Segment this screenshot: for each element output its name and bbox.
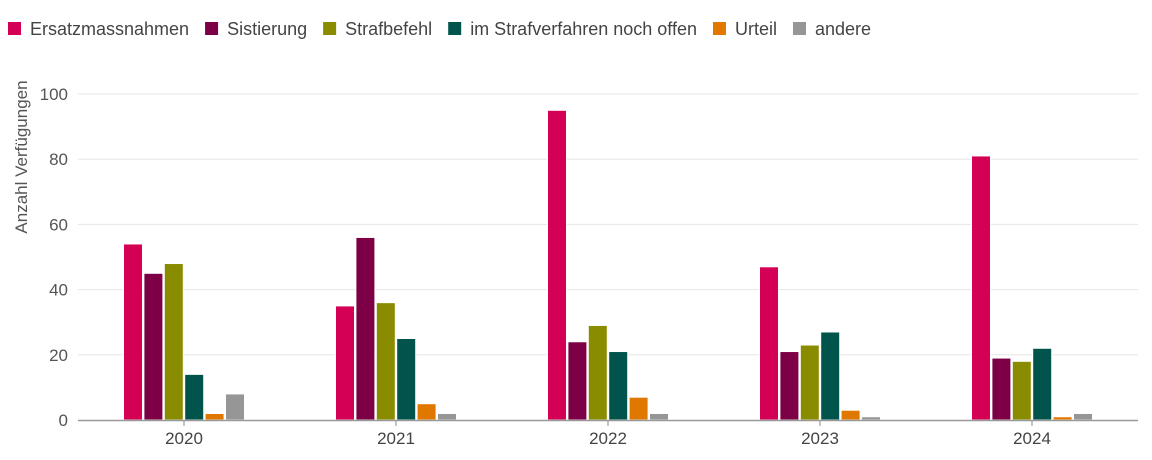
y-tick-label: 60	[49, 215, 68, 234]
bar-2021-0[interactable]	[335, 305, 355, 421]
bars	[123, 109, 1093, 421]
x-tick-label: 2020	[165, 429, 203, 448]
x-tick-label: 2021	[377, 429, 415, 448]
legend-swatch	[793, 22, 806, 35]
bar-2022-2[interactable]	[587, 324, 608, 421]
bar-2023-5[interactable]	[861, 416, 881, 421]
bar-2023-2[interactable]	[799, 344, 820, 421]
bar-2022-5[interactable]	[649, 412, 669, 421]
legend-item[interactable]: Ersatzmassnahmen	[8, 19, 189, 39]
legend-item[interactable]: Sistierung	[205, 19, 307, 39]
bar-2020-5[interactable]	[225, 393, 245, 421]
y-tick-label: 0	[59, 411, 68, 430]
bar-2021-1[interactable]	[355, 236, 376, 421]
bar-2022-4[interactable]	[628, 396, 649, 421]
bar-2024-4[interactable]	[1052, 416, 1073, 421]
bar-2024-5[interactable]	[1073, 412, 1093, 421]
x-axis: 2020 2021 2022 2023 2024	[78, 419, 1138, 448]
bar-2021-4[interactable]	[416, 403, 437, 421]
bar-2020-3[interactable]	[184, 373, 205, 421]
legend-item[interactable]: Urteil	[712, 19, 777, 39]
bar-2024-2[interactable]	[1011, 360, 1032, 421]
legend: Ersatzmassnahmen Sistierung Strafbefehl im …	[8, 19, 871, 39]
legend-item[interactable]: Strafbefehl	[323, 19, 432, 39]
legend-swatch	[8, 22, 21, 35]
legend-label: Ersatzmassnahmen	[30, 19, 189, 39]
legend-label: im Strafverfahren noch offen	[470, 19, 697, 39]
gridlines	[78, 93, 1138, 356]
y-tick-label: 40	[49, 281, 68, 300]
legend-label: Urteil	[735, 19, 777, 39]
bar-2023-4[interactable]	[840, 409, 861, 421]
legend-label: Sistierung	[227, 19, 307, 39]
y-tick-label: 20	[49, 346, 68, 365]
legend-label: andere	[815, 19, 871, 39]
bar-2021-5[interactable]	[437, 412, 457, 421]
bar-2020-2[interactable]	[163, 263, 184, 421]
x-tick-label: 2023	[801, 429, 839, 448]
bar-2021-3[interactable]	[396, 338, 417, 421]
x-tick-label: 2022	[589, 429, 627, 448]
bar-2023-3[interactable]	[820, 331, 841, 421]
legend-swatch	[448, 22, 462, 35]
legend-item[interactable]: andere	[793, 19, 871, 39]
bar-2021-2[interactable]	[375, 302, 396, 421]
legend-label: Strafbefehl	[345, 19, 432, 39]
bar-2024-1[interactable]	[991, 357, 1012, 421]
bar-2022-0[interactable]	[547, 109, 567, 421]
bar-2022-3[interactable]	[608, 351, 629, 421]
legend-swatch	[712, 22, 726, 35]
legend-swatch	[205, 22, 219, 35]
bar-2020-1[interactable]	[143, 272, 164, 421]
bar-2024-3[interactable]	[1032, 347, 1053, 421]
bar-2020-0[interactable]	[123, 243, 143, 421]
legend-item[interactable]: im Strafverfahren noch offen	[448, 19, 697, 39]
bar-2023-1[interactable]	[779, 351, 800, 421]
legend-swatch	[323, 22, 337, 35]
x-tick-label: 2024	[1013, 429, 1051, 448]
y-axis-label: Anzahl Verfügungen	[12, 80, 31, 233]
bar-2023-0[interactable]	[759, 266, 779, 421]
bar-2024-0[interactable]	[971, 155, 991, 421]
bar-2022-1[interactable]	[567, 341, 588, 421]
bar-2020-4[interactable]	[204, 412, 225, 421]
y-tick-label: 100	[40, 85, 68, 104]
y-axis: 0 20 40 60 80 100	[40, 85, 68, 430]
y-tick-label: 80	[49, 150, 68, 169]
